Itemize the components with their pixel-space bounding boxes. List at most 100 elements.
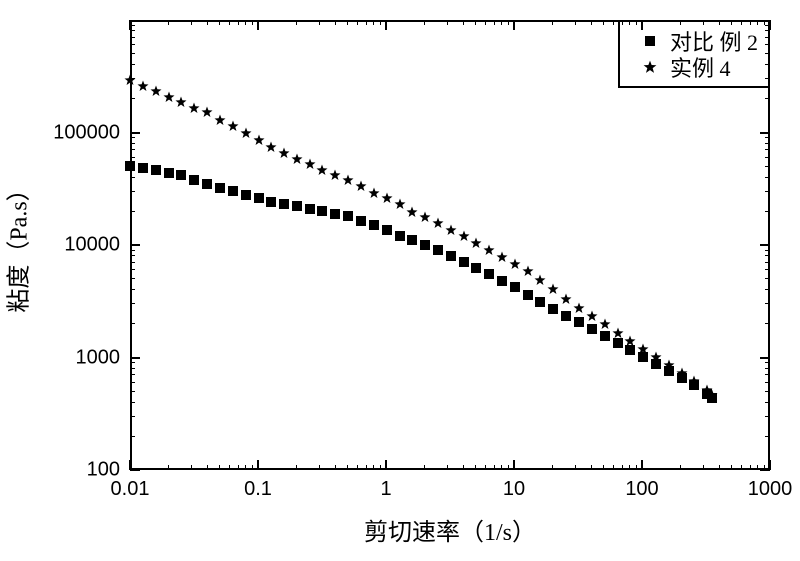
- axis-tick: [765, 250, 770, 251]
- data-point: [228, 186, 238, 196]
- axis-tick: [765, 177, 770, 178]
- data-point: [599, 317, 611, 335]
- axis-tick: [485, 465, 486, 470]
- axis-tick: [750, 20, 751, 25]
- axis-tick: [765, 64, 770, 65]
- axis-tick: [347, 465, 348, 470]
- axis-tick: [357, 20, 358, 25]
- axis-tick: [765, 278, 770, 279]
- axis-tick: [765, 25, 770, 26]
- axis-tick: [366, 465, 367, 470]
- data-point: [330, 209, 340, 219]
- data-point: [419, 210, 431, 228]
- x-tick-label: 1: [380, 478, 391, 501]
- data-point: [304, 157, 316, 175]
- axis-tick: [335, 20, 336, 25]
- axis-tick: [130, 469, 140, 471]
- axis-tick: [703, 20, 704, 25]
- square-icon: [630, 36, 670, 46]
- data-point: [624, 334, 636, 352]
- axis-tick: [731, 20, 732, 25]
- data-point: [458, 229, 470, 247]
- data-point: [201, 105, 213, 123]
- data-point: [188, 101, 200, 119]
- data-point: [560, 292, 572, 310]
- axis-tick: [130, 149, 135, 150]
- axis-tick: [513, 20, 515, 30]
- axis-tick: [463, 465, 464, 470]
- data-point: [343, 211, 353, 221]
- data-point: [368, 186, 380, 204]
- axis-tick: [613, 20, 614, 25]
- axis-tick: [641, 20, 643, 30]
- axis-tick: [765, 143, 770, 144]
- axis-tick: [765, 98, 770, 99]
- data-point: [254, 193, 264, 203]
- axis-tick: [424, 465, 425, 470]
- data-point: [407, 235, 417, 245]
- axis-tick: [765, 368, 770, 369]
- data-point: [316, 163, 328, 181]
- data-point: [574, 317, 584, 327]
- axis-tick: [765, 37, 770, 38]
- data-point: [561, 311, 571, 321]
- axis-tick: [765, 262, 770, 263]
- data-point: [124, 73, 136, 91]
- axis-tick: [380, 20, 381, 25]
- axis-tick: [765, 255, 770, 256]
- axis-tick: [130, 37, 135, 38]
- axis-tick: [130, 211, 135, 212]
- axis-tick: [168, 20, 169, 25]
- axis-tick: [485, 20, 486, 25]
- axis-tick: [130, 436, 135, 437]
- axis-tick: [629, 20, 630, 25]
- axis-tick: [373, 20, 374, 25]
- axis-tick: [719, 20, 720, 25]
- axis-tick: [366, 20, 367, 25]
- axis-tick: [629, 465, 630, 470]
- axis-tick: [765, 166, 770, 167]
- data-point: [150, 84, 162, 102]
- data-point: [369, 220, 379, 230]
- data-point: [355, 179, 367, 197]
- data-point: [483, 243, 495, 261]
- data-point: [688, 374, 700, 392]
- data-point: [241, 190, 251, 200]
- data-point: [650, 350, 662, 368]
- axis-tick: [130, 250, 135, 251]
- axis-tick: [335, 465, 336, 470]
- data-point: [497, 276, 507, 286]
- data-point: [163, 90, 175, 108]
- axis-tick: [130, 30, 135, 31]
- axis-tick: [765, 78, 770, 79]
- data-point: [227, 119, 239, 137]
- data-point: [202, 179, 212, 189]
- axis-tick: [641, 460, 643, 470]
- axis-tick: [765, 289, 770, 290]
- data-point: [432, 216, 444, 234]
- axis-tick: [508, 20, 509, 25]
- axis-tick: [475, 465, 476, 470]
- axis-tick: [207, 20, 208, 25]
- axis-tick: [750, 465, 751, 470]
- data-point: [189, 175, 199, 185]
- data-point: [394, 197, 406, 215]
- axis-tick: [475, 20, 476, 25]
- axis-tick: [636, 465, 637, 470]
- data-point: [395, 231, 405, 241]
- axis-tick: [130, 191, 135, 192]
- axis-tick: [765, 44, 770, 45]
- axis-tick: [447, 465, 448, 470]
- viscosity-chart: 粘度（Pa.s） 剪切速率（1/s） 对比 例 2实例 4 0.010.1110…: [0, 0, 800, 561]
- axis-tick: [494, 465, 495, 470]
- data-point: [151, 165, 161, 175]
- axis-tick: [622, 20, 623, 25]
- axis-tick: [245, 465, 246, 470]
- data-point: [459, 257, 469, 267]
- x-tick-label: 10: [503, 478, 525, 501]
- data-point: [637, 342, 649, 360]
- data-point: [215, 183, 225, 193]
- axis-tick: [130, 303, 135, 304]
- axis-tick: [765, 137, 770, 138]
- axis-tick: [319, 465, 320, 470]
